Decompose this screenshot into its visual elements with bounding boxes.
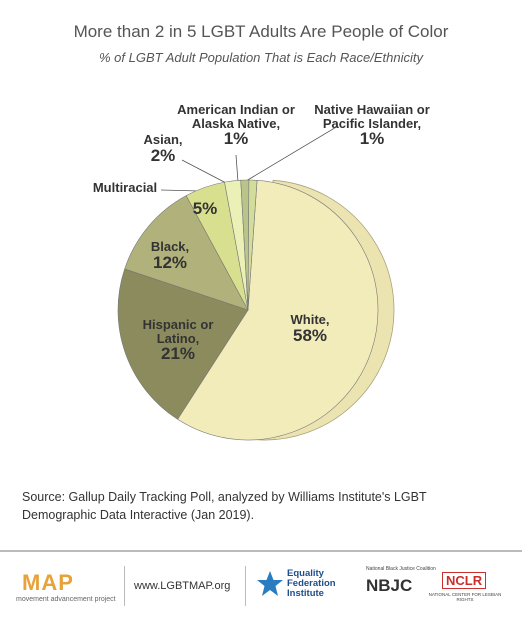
map-logo: MAP [22, 570, 74, 595]
chart-title: More than 2 in 5 LGBT Adults Are People … [73, 22, 449, 41]
value-label: 2% [150, 145, 176, 165]
divider [124, 566, 125, 606]
leaders [160, 125, 339, 192]
value-label: 12% [152, 252, 188, 272]
url: www.LGBTMAP.org [134, 580, 231, 592]
map-tagline: movement advancement project [16, 596, 116, 603]
equality-logo: Equality Federation Institute [287, 568, 336, 599]
value-label: 1% [359, 129, 385, 149]
nclr-logo: NCLR [442, 572, 487, 589]
category-label: Black, [150, 239, 190, 254]
slice-label: Asian, 2% [118, 133, 208, 164]
source: Source: Gallup Daily Tracking Poll, anal… [22, 490, 427, 523]
slice [247, 179, 258, 311]
value-label: 5% [192, 199, 218, 218]
slice [124, 195, 249, 311]
slice-label: American Indian or Alaska Native, 1% [171, 103, 301, 148]
slice-label: Black, 12% [125, 240, 215, 271]
value-label: 21% [160, 344, 196, 364]
category-label: Asian, [143, 132, 183, 147]
divider [245, 566, 246, 606]
slice [177, 179, 379, 441]
slice [117, 268, 249, 420]
slice-label: Multiracial [93, 181, 157, 195]
nbjc-logo: NBJC [366, 576, 413, 595]
nbjc-small: National Black Justice Coalition [366, 566, 436, 572]
category-label: Multiracial [92, 180, 158, 195]
value-label: 1% [223, 129, 249, 149]
category-label: Native Hawaiian or Pacific Islander, [314, 102, 430, 131]
category-label: Hispanic or Latino, [142, 317, 214, 346]
slice-label: White, 58% [265, 313, 355, 344]
star-icon [257, 571, 283, 596]
category-label: American Indian or Alaska Native, [177, 102, 295, 131]
slice-label: Native Hawaiian or Pacific Islander, 1% [307, 103, 437, 148]
value-label: 58% [292, 325, 328, 345]
chart [117, 125, 395, 441]
footer: MAP movement advancement project www.LGB… [0, 550, 522, 622]
slice-label: 5% [193, 200, 218, 218]
category-label: White, [290, 312, 330, 327]
slice-label: Hispanic or Latino, 21% [133, 318, 223, 363]
nclr-small: NATIONAL CENTER FOR LESBIAN RIGHTS [428, 592, 502, 602]
chart-subtitle: % of LGBT Adult Population That is Each … [99, 50, 423, 65]
